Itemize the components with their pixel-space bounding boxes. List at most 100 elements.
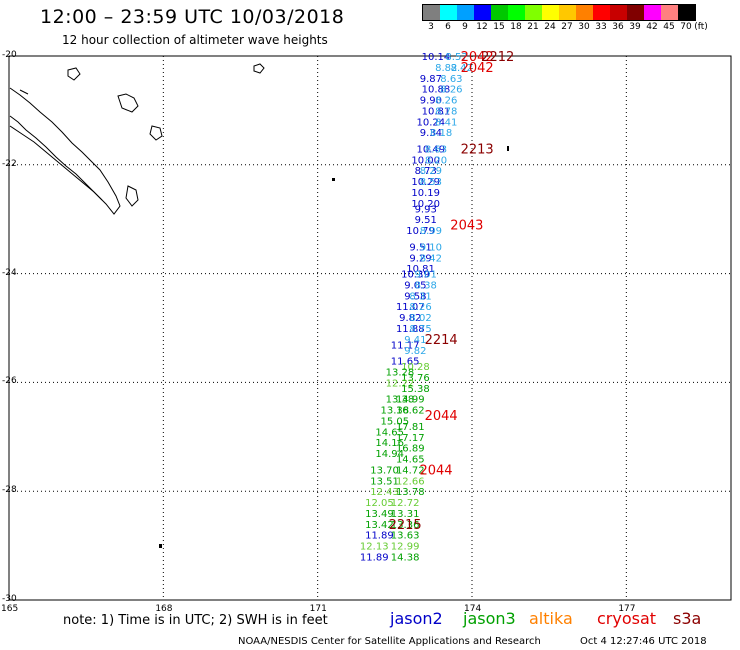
swh-value: 13.78 (396, 487, 425, 498)
lat-tick-label: -22 (2, 158, 17, 169)
credit-text: NOAA/NESDIS Center for Satellite Applica… (238, 636, 541, 647)
swh-value: 9.01 (415, 270, 437, 281)
pass-time-label: 2043 (450, 219, 483, 234)
colorbar-swatch (559, 5, 576, 20)
swh-value: 8.99 (420, 226, 442, 237)
swh-value: 9.82 (404, 346, 426, 357)
colorbar-swatch (491, 5, 508, 20)
colorbar-swatch (423, 5, 440, 20)
pass-time-label: 2214 (425, 333, 458, 348)
swh-value: 13.31 (391, 509, 420, 520)
swh-value: 8.38 (415, 280, 437, 291)
swh-value: 9.82 (399, 313, 421, 324)
colorbar-tick-label: 70 (680, 22, 692, 32)
colorbar-tick-label: 30 (578, 22, 590, 32)
swh-value: 11.65 (391, 357, 420, 368)
swh-value: 10.19 (411, 188, 440, 199)
swh-value: 8.78 (435, 106, 457, 117)
swh-value: 12.13 (360, 542, 389, 553)
swh-value: 12.22 (386, 378, 415, 389)
colorbar-swatch (542, 5, 559, 20)
swh-value: 8.57 (445, 52, 467, 63)
island-dot (159, 544, 162, 548)
lon-tick-label: 177 (618, 604, 636, 614)
lat-tick-label: -24 (2, 267, 17, 278)
lon-tick-label: 171 (309, 604, 327, 614)
swh-value: 11.17 (391, 340, 420, 351)
swh-value: 17.81 (396, 422, 425, 433)
swh-value: 14.65 (375, 427, 404, 438)
colorbar-tick-label: 33 (595, 22, 607, 32)
swh-value: 13.28 (386, 368, 415, 379)
swh-value: 15.05 (381, 416, 410, 427)
swh-value: 10.81 (422, 106, 451, 117)
swh-value: 9.34 (420, 128, 442, 139)
swh-value: 9.93 (415, 204, 437, 215)
swh-value: 11.89 (365, 531, 394, 542)
colorbar-swatch (474, 5, 491, 20)
colorbar-swatch (593, 5, 610, 20)
generation-timestamp: Oct 4 12:27:46 UTC 2018 (580, 636, 707, 647)
swh-value: 13.36 (391, 520, 420, 531)
swh-value: 10.39 (401, 270, 430, 281)
colorbar-swatch (678, 5, 695, 20)
swh-value: 8.63 (440, 74, 462, 85)
swh-value: 16.89 (396, 444, 425, 455)
swh-value: 8.42 (451, 63, 473, 74)
swh-value: 8.02 (409, 313, 431, 324)
lon-tick-label: 168 (155, 604, 173, 614)
pass-time-label: 2042 (461, 50, 494, 65)
lat-tick-label: -26 (2, 376, 17, 387)
swh-value: 12.05 (365, 498, 394, 509)
colorbar-tick-label: 27 (561, 22, 573, 32)
colorbar-swatch (440, 5, 457, 20)
legend-s3a: s3a (673, 609, 702, 628)
swh-value: 10.81 (406, 264, 435, 275)
legend-altika: altika (529, 609, 573, 628)
swh-value: 8.26 (440, 85, 462, 96)
colorbar-tick-label: 45 (663, 22, 675, 32)
swh-value: 14.16 (375, 438, 404, 449)
pass-time-label: 2044 (419, 463, 452, 478)
colorbar-tick-label: 42 (646, 22, 658, 32)
swh-value: 9.05 (404, 280, 426, 291)
swh-value: 8.20 (425, 155, 447, 166)
legend-cryosat: cryosat (597, 609, 657, 628)
colorbar-swatch (525, 5, 542, 20)
pass-time-label: 2215 (389, 518, 422, 533)
swh-value: 8.26 (409, 302, 431, 313)
colorbar-tick-label: 3 (428, 22, 434, 32)
swh-value: 10.79 (406, 226, 435, 237)
colorbar-swatch (661, 5, 678, 20)
colorbar-swatch (627, 5, 644, 20)
lat-tick-label: -30 (2, 594, 17, 604)
pass-time-label: 2044 (425, 409, 458, 424)
swh-value: 8.18 (430, 128, 452, 139)
swh-value: 14.99 (396, 395, 425, 406)
swh-value: 14.94 (375, 449, 404, 460)
swh-value: 8.73 (415, 166, 437, 177)
swh-value: 10.00 (411, 155, 440, 166)
swh-value: 9.51 (415, 215, 437, 226)
swh-value: 15.38 (401, 384, 430, 395)
colorbar-tick-label: 6 (445, 22, 451, 32)
swh-value: 10.28 (401, 362, 430, 373)
colorbar-swatch (508, 5, 525, 20)
colorbar-swatch (644, 5, 661, 20)
swh-value: 13.42 (365, 520, 394, 531)
swh-value: 11.07 (396, 302, 425, 313)
swh-value: 12.43 (370, 487, 399, 498)
swh-value: 13.51 (370, 476, 399, 487)
swh-value: 10.20 (411, 199, 440, 210)
island-dot (332, 178, 335, 181)
coastline (9, 63, 265, 215)
swh-value: 8.53 (420, 177, 442, 188)
colorbar-swatch (576, 5, 593, 20)
swh-value: 16.62 (396, 406, 425, 417)
wave-height-points: 10.148.578.828.429.878.6310.888.269.908.… (360, 52, 473, 563)
swh-value: 12.66 (396, 476, 425, 487)
swh-value: 10.88 (422, 85, 451, 96)
swh-value: 8.41 (435, 117, 457, 128)
colorbar-tick-label: 36 (612, 22, 624, 32)
